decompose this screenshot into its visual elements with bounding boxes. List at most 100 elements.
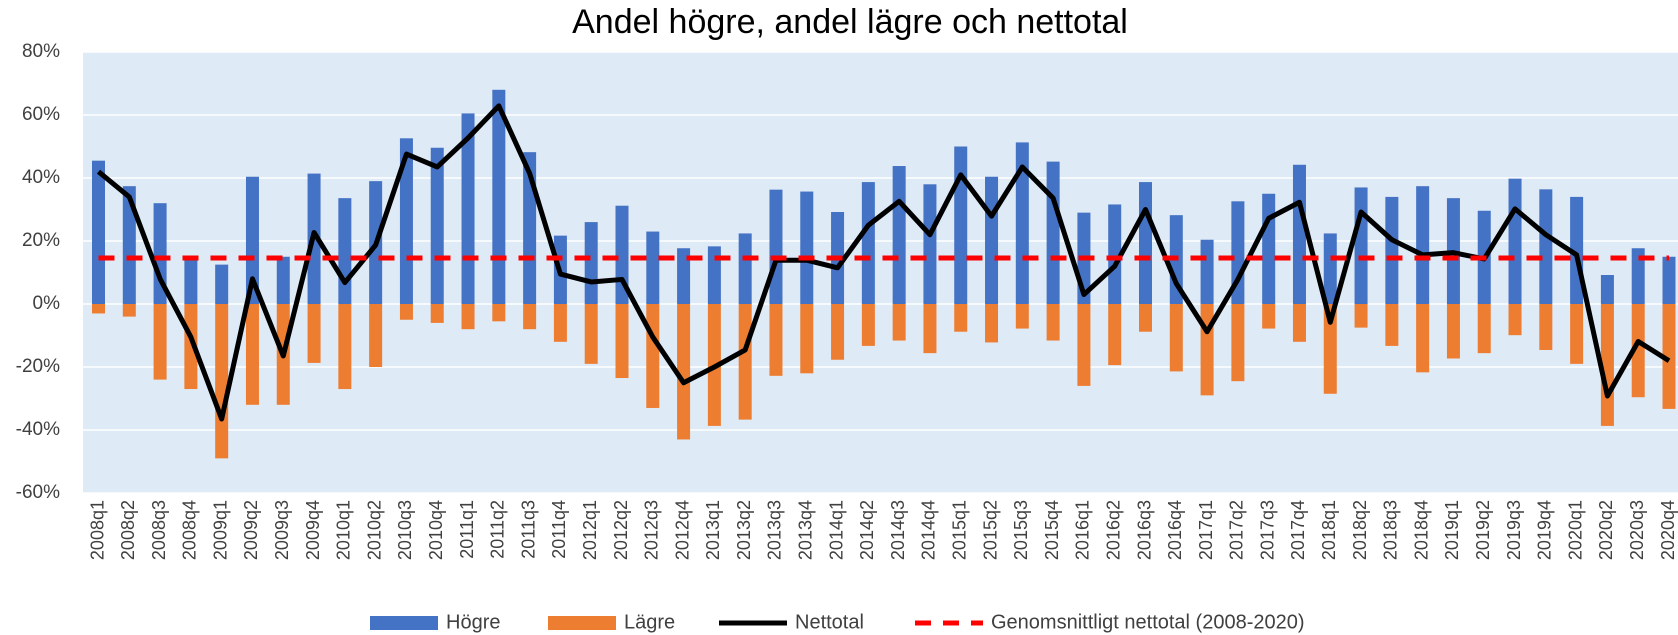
x-tick-label: 2009q2 [241, 500, 261, 560]
bar [1262, 304, 1276, 329]
x-tick-label: 2009q1 [210, 500, 230, 560]
bar [338, 198, 352, 304]
x-tick-label: 2015q3 [1011, 500, 1031, 560]
bar [1231, 304, 1245, 382]
y-tick-label: -60% [16, 482, 60, 503]
bar [1015, 142, 1029, 304]
bar [1416, 186, 1430, 304]
bar [1600, 304, 1614, 426]
y-tick-label: -40% [16, 419, 60, 440]
plot-area [83, 52, 1678, 493]
x-tick-label: 2011q2 [488, 500, 508, 559]
bar [369, 304, 383, 367]
bar [215, 304, 229, 459]
legend-label: Nettotal [795, 611, 864, 633]
bar [892, 166, 906, 304]
bar [276, 256, 290, 304]
bar [1508, 178, 1522, 304]
bar [1169, 304, 1183, 372]
x-tick-label: 2015q2 [980, 500, 1000, 560]
x-tick-label: 2018q3 [1381, 500, 1401, 560]
bar [1139, 182, 1152, 304]
bar [1046, 304, 1060, 341]
x-tick-label: 2020q1 [1565, 500, 1585, 560]
x-tick-label: 2017q4 [1288, 500, 1308, 560]
x-tick-label: 2016q2 [1103, 500, 1123, 560]
legend-swatch [548, 616, 616, 630]
x-tick-label: 2009q4 [303, 500, 323, 560]
bar [1108, 304, 1122, 366]
bar [1477, 304, 1491, 354]
bar [1416, 304, 1430, 373]
x-tick-label: 2019q1 [1442, 500, 1462, 560]
bar [122, 304, 136, 317]
x-tick-label: 2008q1 [87, 500, 107, 560]
bar [861, 182, 875, 304]
bar [1539, 189, 1553, 304]
bar [184, 304, 198, 390]
bar [184, 256, 198, 304]
bar [1292, 304, 1306, 342]
bar [1262, 193, 1276, 304]
y-tick-label: 80% [22, 41, 60, 62]
x-tick-label: 2014q3 [888, 500, 908, 560]
x-tick-label: 2016q4 [1165, 500, 1185, 560]
bar [92, 160, 105, 304]
legend-label: Högre [446, 611, 500, 633]
bar [245, 176, 259, 304]
bar [1539, 304, 1553, 350]
bar [954, 304, 968, 332]
x-tick-label: 2013q2 [734, 500, 754, 560]
x-tick-label: 2019q3 [1504, 500, 1524, 560]
x-tick-label: 2015q1 [949, 500, 969, 560]
x-tick-label: 2008q4 [180, 500, 200, 560]
bar [492, 304, 506, 322]
line [96, 103, 1671, 422]
x-tick-label: 2013q3 [765, 500, 785, 560]
bar [1108, 204, 1122, 304]
bar [1385, 196, 1399, 304]
bar [461, 304, 475, 330]
bar [430, 147, 444, 304]
bar [1200, 239, 1214, 304]
bar [892, 304, 906, 341]
bar [769, 189, 783, 304]
legend-label: Lägre [624, 611, 675, 633]
x-tick-label: 2018q2 [1350, 500, 1370, 560]
bar [215, 264, 229, 304]
x-tick-label: 2012q4 [672, 500, 692, 560]
bar [707, 246, 721, 304]
bar [769, 304, 783, 376]
y-tick-label: -20% [16, 356, 60, 377]
x-tick-label: 2012q2 [611, 500, 631, 560]
bar [1139, 304, 1152, 332]
bar [153, 304, 167, 380]
bar [1354, 187, 1368, 304]
x-tick-label: 2011q4 [549, 500, 569, 559]
bar [1600, 275, 1614, 304]
bar [523, 304, 537, 330]
bar [1662, 256, 1676, 304]
x-tick-label: 2020q2 [1596, 500, 1616, 560]
bar [399, 138, 413, 304]
bar [615, 304, 629, 379]
bar [1631, 304, 1645, 398]
bar [738, 304, 752, 420]
chart-title: Andel högre, andel lägre och nettotal [572, 3, 1128, 41]
y-tick-label: 60% [22, 104, 60, 125]
bar [1446, 304, 1460, 359]
bar [1631, 248, 1645, 304]
bar [1292, 164, 1306, 304]
y-tick-label: 0% [33, 293, 61, 314]
bar [584, 222, 598, 304]
x-tick-label: 2012q1 [580, 500, 600, 560]
bar [677, 248, 691, 304]
bar [923, 304, 937, 354]
bar [1200, 304, 1214, 396]
bar [553, 304, 567, 342]
x-tick-label: 2016q1 [1073, 500, 1093, 560]
x-tick-label: 2013q4 [796, 500, 816, 560]
x-tick-label: 2010q1 [334, 500, 354, 560]
bar [800, 191, 814, 304]
